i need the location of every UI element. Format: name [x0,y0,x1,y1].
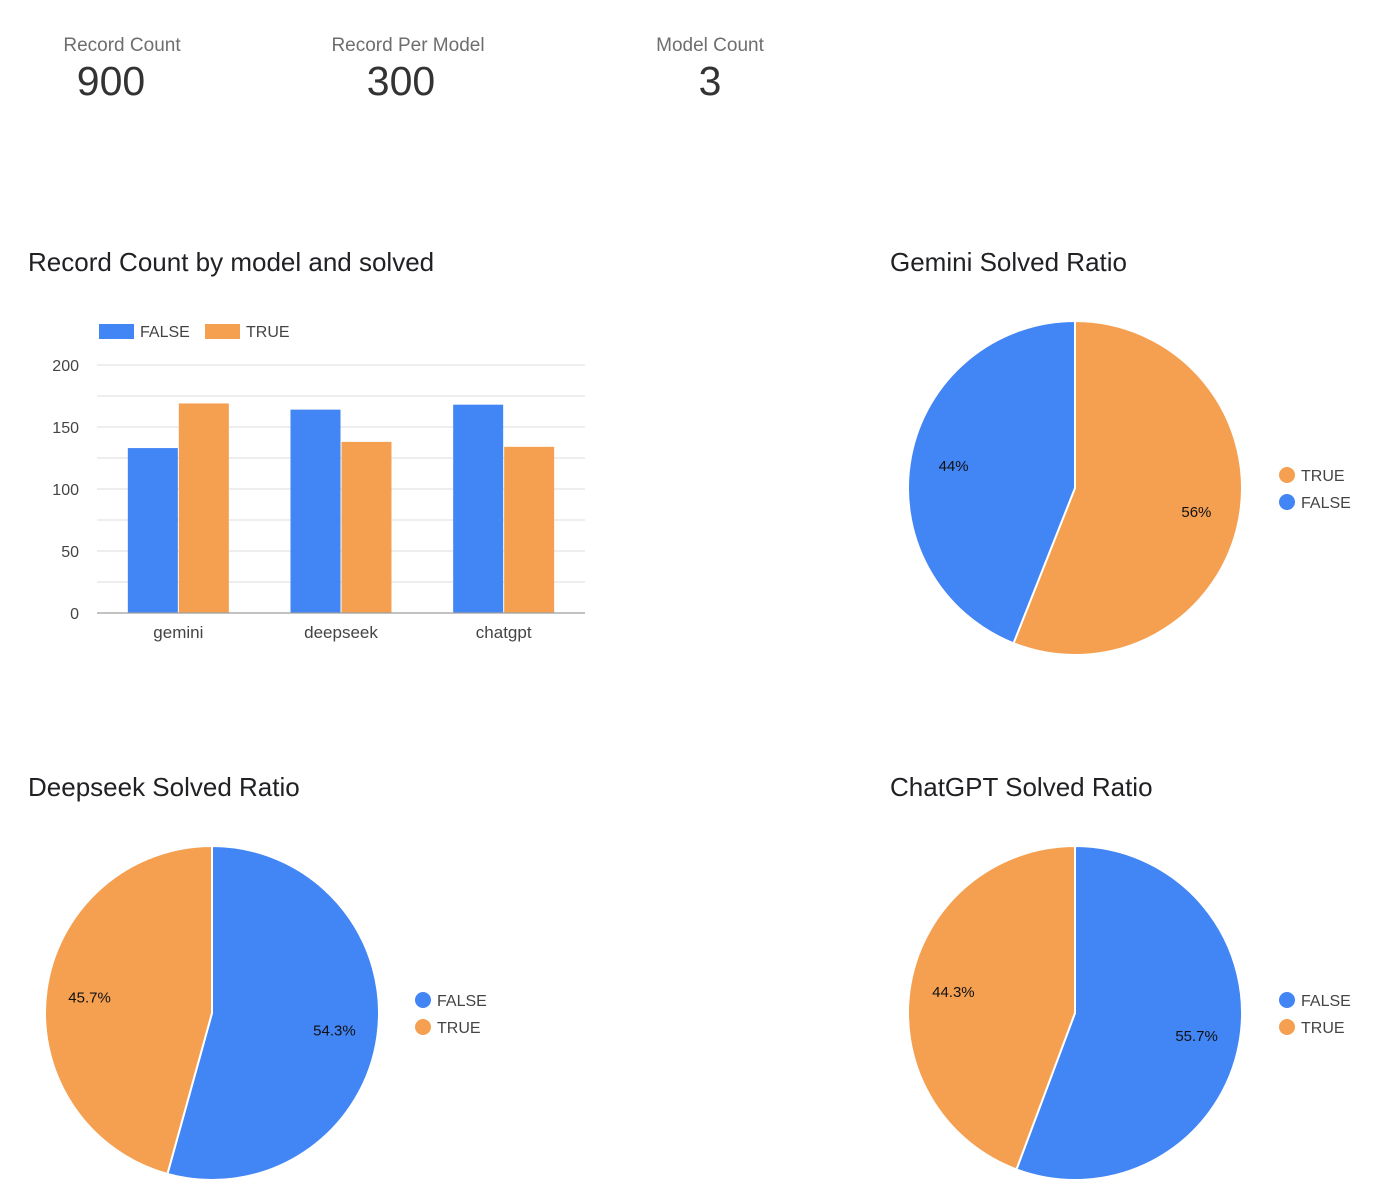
legend-dot [1279,467,1295,483]
legend-swatch [99,324,134,339]
legend-label: FALSE [140,324,190,341]
y-tick-label: 0 [70,606,79,623]
pie-percent-label: 54.3% [313,1023,356,1040]
bar-false-gemini [127,448,178,613]
legend-label: TRUE [437,1020,481,1037]
gemini-pie-title: Gemini Solved Ratio [890,247,1127,277]
scorecard-value: 3 [698,58,722,104]
scorecard-model-count: Model Count 3 [600,34,820,104]
pie-percent-label: 56% [1181,504,1211,521]
legend-label: FALSE [1301,495,1351,512]
legend-label: TRUE [1301,1020,1345,1037]
legend-dot [415,992,431,1008]
scorecard-label: Record Per Model [331,35,485,56]
pie-percent-label: 44.3% [932,984,975,1001]
legend-label: TRUE [1301,468,1345,485]
legend-swatch [205,324,240,339]
pie-percent-label: 45.7% [68,989,111,1006]
legend-dot [1279,992,1295,1008]
bar-true-deepseek [341,441,392,613]
legend-label: FALSE [437,993,487,1010]
bar-false-chatgpt [453,404,504,613]
legend-label: TRUE [246,324,290,341]
pie-slice-true [1012,319,1243,656]
pie-slice-false [1015,844,1243,1181]
legend-dot [1279,494,1295,510]
y-tick-label: 200 [52,358,79,375]
pie-percent-label: 44% [939,458,969,475]
chatgpt-pie-title: ChatGPT Solved Ratio [890,772,1153,802]
y-tick-label: 100 [52,482,79,499]
x-tick-label: chatgpt [476,623,532,642]
bar-true-chatgpt [504,446,555,613]
legend-dot [415,1019,431,1035]
deepseek-pie-title: Deepseek Solved Ratio [28,772,300,802]
scorecard-value: 300 [366,58,436,104]
scorecard-record-count: Record Count 900 [12,34,232,104]
scorecard-label: Record Count [63,35,181,56]
pie-slice-false [907,319,1076,645]
y-tick-label: 150 [52,420,79,437]
x-tick-label: deepseek [304,623,378,642]
scorecard-value: 900 [76,58,146,104]
scorecard-label: Model Count [656,35,764,56]
bar-chart-title: Record Count by model and solved [28,247,435,277]
x-tick-label: gemini [153,623,203,642]
scorecard-record-per-model: Record Per Model 300 [298,34,518,104]
pie-slice-false [166,844,380,1181]
legend-dot [1279,1019,1295,1035]
pie-slice-true [907,844,1076,1171]
pie-slice-true [44,844,213,1176]
y-tick-label: 50 [61,544,79,561]
pie-percent-label: 55.7% [1175,1028,1218,1045]
legend-label: FALSE [1301,993,1351,1010]
bar-true-gemini [178,403,229,613]
bar-false-deepseek [290,409,341,613]
